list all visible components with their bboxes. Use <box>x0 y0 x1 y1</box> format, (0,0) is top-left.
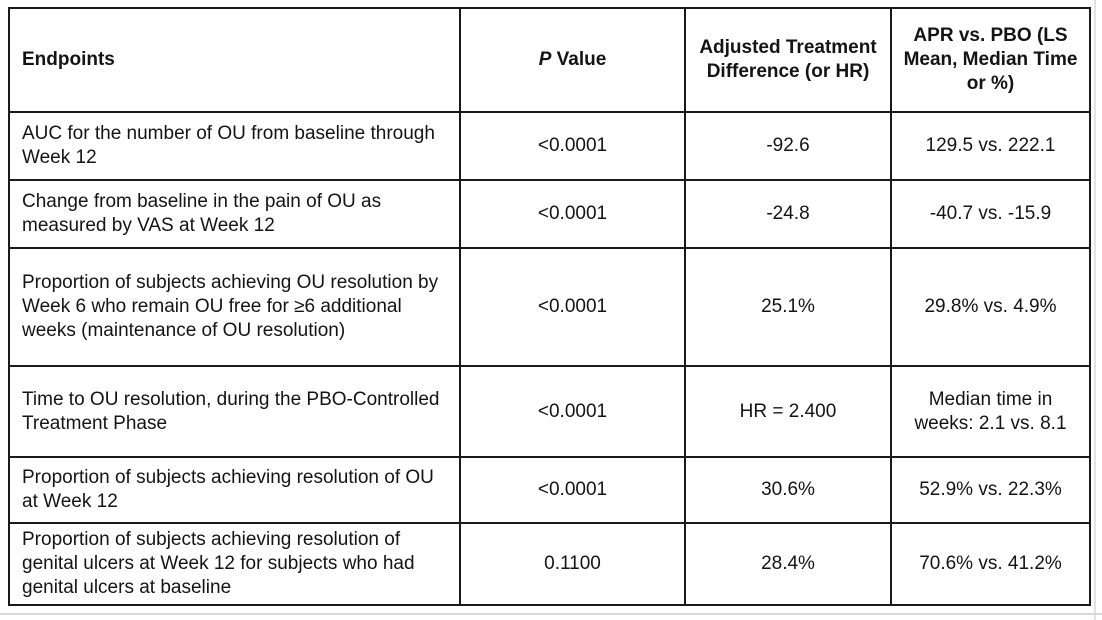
endpoint-cell: AUC for the number of OU from baseline t… <box>8 111 461 181</box>
p-value-cell: <0.0001 <box>459 247 686 367</box>
difference-cell: 25.1% <box>684 247 892 367</box>
header-row: Endpoints P Value Adjusted Treatment Dif… <box>8 7 1091 113</box>
comparison-cell: 129.5 vs. 222.1 <box>890 111 1091 181</box>
header-endpoints: Endpoints <box>8 7 461 113</box>
endpoint-cell: Time to OU resolution, during the PBO-Co… <box>8 365 461 458</box>
difference-cell: 30.6% <box>684 456 892 524</box>
p-value-cell: <0.0001 <box>459 365 686 458</box>
comparison-cell: Median time in weeks: 2.1 vs. 8.1 <box>890 365 1091 458</box>
endpoint-cell: Proportion of subjects achieving OU reso… <box>8 247 461 367</box>
comparison-cell: 29.8% vs. 4.9% <box>890 247 1091 367</box>
p-value-cell: <0.0001 <box>459 111 686 181</box>
header-p-value-italic: P <box>538 49 552 70</box>
header-p-value: P Value <box>459 7 686 113</box>
page-edge-divider <box>1094 0 1096 620</box>
table-row: AUC for the number of OU from baseline t… <box>8 111 1091 181</box>
difference-cell: -24.8 <box>684 179 892 249</box>
p-value-cell: 0.1100 <box>459 522 686 606</box>
header-apr-vs-pbo: APR vs. PBO (LS Mean, Median Time or %) <box>890 7 1091 113</box>
table-row: Proportion of subjects achieving resolut… <box>8 522 1091 606</box>
table-row: Proportion of subjects achieving resolut… <box>8 456 1091 524</box>
page-bottom-divider <box>0 613 1102 615</box>
endpoint-cell: Proportion of subjects achieving resolut… <box>8 522 461 606</box>
comparison-cell: -40.7 vs. -15.9 <box>890 179 1091 249</box>
difference-cell: 28.4% <box>684 522 892 606</box>
p-value-cell: <0.0001 <box>459 179 686 249</box>
difference-cell: HR = 2.400 <box>684 365 892 458</box>
table-row: Proportion of subjects achieving OU reso… <box>8 247 1091 367</box>
comparison-cell: 52.9% vs. 22.3% <box>890 456 1091 524</box>
table-row: Time to OU resolution, during the PBO-Co… <box>8 365 1091 458</box>
header-p-value-rest: Value <box>551 49 607 70</box>
table-row: Change from baseline in the pain of OU a… <box>8 179 1091 249</box>
endpoints-table: Endpoints P Value Adjusted Treatment Dif… <box>8 7 1091 606</box>
comparison-cell: 70.6% vs. 41.2% <box>890 522 1091 606</box>
p-value-cell: <0.0001 <box>459 456 686 524</box>
endpoint-cell: Proportion of subjects achieving resolut… <box>8 456 461 524</box>
difference-cell: -92.6 <box>684 111 892 181</box>
header-adjusted-difference: Adjusted Treatment Difference (or HR) <box>684 7 892 113</box>
endpoint-cell: Change from baseline in the pain of OU a… <box>8 179 461 249</box>
